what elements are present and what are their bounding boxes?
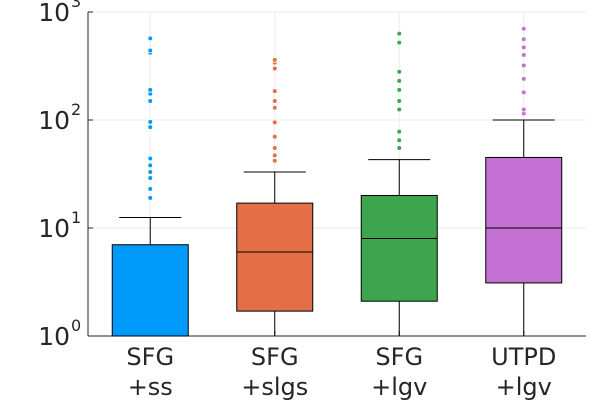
outlier-point-1-6	[271, 98, 278, 104]
outlier-point-3-1	[520, 106, 527, 113]
outlier-point-3-2	[520, 89, 527, 96]
outlier-point-2-9	[396, 30, 403, 37]
outlier-point-1-7	[271, 88, 278, 94]
box-0	[111, 244, 189, 337]
x-category-label-0-1: +ss	[128, 373, 173, 400]
y-tick-exponent-0: 0	[71, 316, 81, 335]
outlier-point-0-0	[147, 195, 154, 201]
outlier-point-1-3	[271, 133, 278, 140]
x-category-label-2-1: +lgv	[371, 373, 427, 400]
outlier-point-3-5	[520, 52, 527, 58]
outlier-point-2-4	[396, 98, 403, 104]
box-series-3	[485, 25, 563, 336]
x-category-label-1-1: +slgs	[241, 373, 308, 400]
x-category-label-3-1: +lgv	[496, 373, 552, 400]
box-series-2	[360, 30, 438, 336]
x-category-label-3-0: UTPD	[491, 343, 556, 371]
outlier-point-2-0	[396, 145, 403, 151]
outlier-point-2-5	[396, 87, 403, 93]
outlier-point-0-8	[147, 98, 154, 104]
x-category-label-1-0: SFG	[251, 343, 299, 371]
outlier-point-2-6	[396, 78, 403, 84]
outlier-point-1-5	[271, 104, 278, 111]
y-tick-label-1: 10	[38, 214, 70, 243]
y-tick-label-0: 10	[38, 322, 70, 351]
box-1	[236, 202, 314, 312]
outlier-point-1-10	[271, 57, 278, 63]
outlier-point-2-3	[396, 106, 403, 113]
outlier-point-0-6	[147, 124, 154, 130]
outlier-point-0-10	[147, 87, 154, 93]
outlier-point-1-1	[271, 152, 278, 159]
outlier-point-1-4	[271, 119, 278, 126]
y-tick-exponent-1: 1	[71, 208, 81, 227]
outlier-point-0-7	[147, 119, 154, 125]
outlier-point-0-3	[147, 169, 154, 175]
outlier-point-3-7	[520, 36, 527, 42]
outlier-point-2-7	[396, 68, 403, 75]
outlier-point-1-8	[271, 65, 278, 72]
box-plots	[111, 25, 563, 337]
outlier-point-3-8	[520, 25, 527, 32]
outlier-point-0-2	[147, 175, 154, 181]
outlier-point-0-13	[147, 35, 154, 42]
outlier-point-3-4	[520, 62, 527, 69]
y-tick-exponent-3: 3	[71, 0, 81, 11]
y-tick-label-2: 10	[38, 106, 70, 135]
outlier-point-2-8	[396, 39, 403, 46]
outlier-point-0-12	[147, 47, 154, 54]
outlier-point-0-4	[147, 162, 154, 169]
outlier-point-0-5	[147, 155, 154, 162]
y-tick-label-3: 10	[38, 0, 70, 27]
box-series-0	[111, 35, 189, 337]
outlier-point-2-1	[396, 137, 403, 144]
outlier-point-1-2	[271, 145, 278, 151]
x-category-label-2-0: SFG	[375, 343, 423, 371]
outlier-point-0-1	[147, 186, 154, 192]
box-3	[485, 156, 563, 284]
outlier-point-3-6	[520, 44, 527, 51]
box-2	[360, 194, 438, 302]
outlier-point-1-0	[271, 157, 278, 164]
x-category-label-0-0: SFG	[126, 343, 174, 371]
outlier-point-3-3	[520, 76, 527, 82]
box-series-1	[236, 57, 314, 336]
y-tick-exponent-2: 2	[71, 100, 81, 119]
outlier-point-2-2	[396, 128, 403, 135]
